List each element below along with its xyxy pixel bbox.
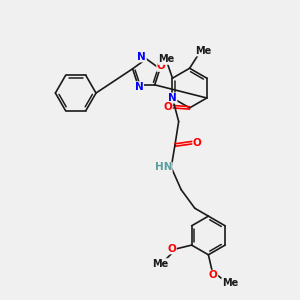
Text: Me: Me (158, 54, 174, 64)
Text: O: O (157, 61, 166, 71)
Text: O: O (193, 138, 202, 148)
Text: HN: HN (154, 162, 172, 172)
Text: Me: Me (195, 46, 211, 56)
Text: O: O (164, 102, 172, 112)
Text: Me: Me (222, 278, 238, 288)
Text: Me: Me (153, 259, 169, 269)
Text: N: N (135, 82, 143, 92)
Text: N: N (168, 93, 177, 103)
Text: O: O (167, 244, 176, 254)
Text: N: N (137, 52, 146, 62)
Text: O: O (209, 270, 218, 280)
